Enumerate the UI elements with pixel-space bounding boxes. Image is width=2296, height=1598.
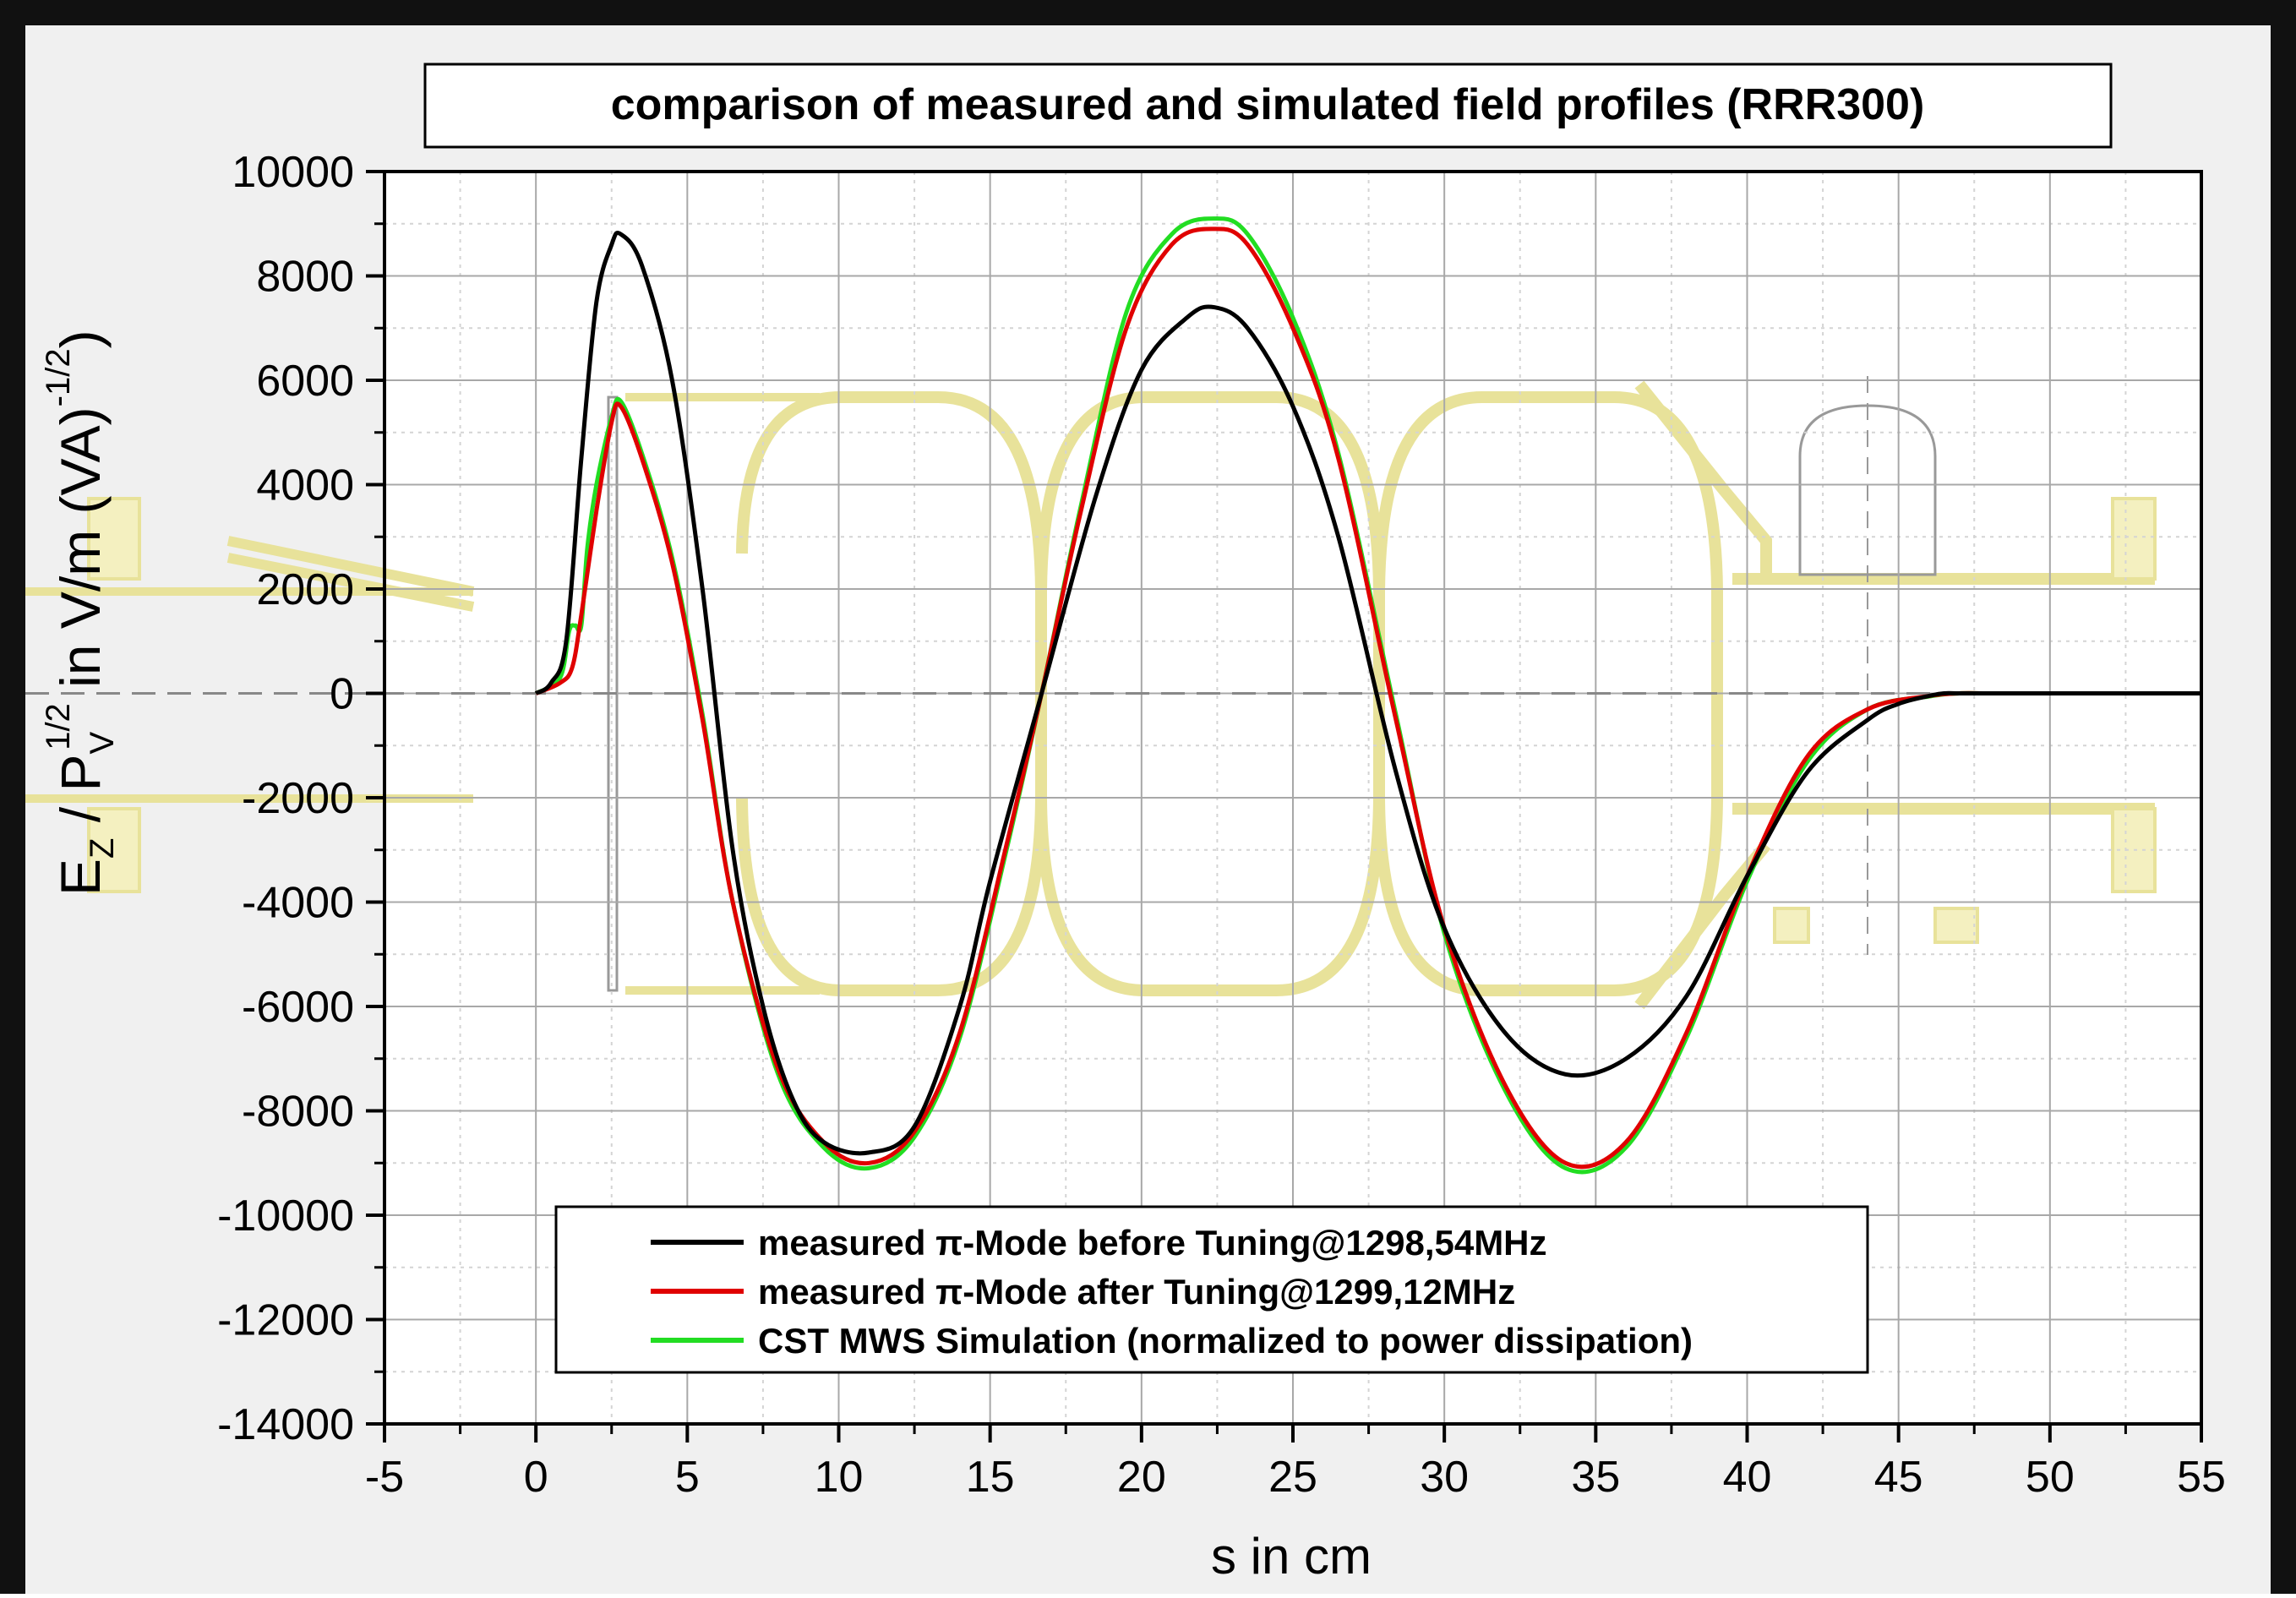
- x-tick-label: 50: [2026, 1453, 2075, 1502]
- cavity-pickup: [1798, 404, 1937, 576]
- cavity-left-flange: [87, 497, 141, 893]
- y-tick-label: 4000: [256, 461, 354, 510]
- y-tick-label: -10000: [217, 1192, 354, 1241]
- legend-label-1: measured π-Mode after Tuning@1299,12MHz: [758, 1272, 1515, 1312]
- x-tick-label: 0: [524, 1453, 548, 1502]
- y-tick-label: 6000: [256, 357, 354, 406]
- y-tick-label: 2000: [256, 565, 354, 614]
- series-line-0: [534, 230, 2201, 1156]
- y-tick-label: 0: [330, 670, 354, 719]
- axis-ticks: [366, 170, 2203, 1443]
- title-box: [423, 63, 2113, 149]
- y-tick-label: -12000: [217, 1296, 354, 1345]
- y-axis-label: EZ / PV1/2 in V/m (VA)-1/2): [40, 330, 121, 896]
- x-tick-label: 55: [2177, 1453, 2226, 1502]
- y-tick-label: -8000: [242, 1088, 354, 1137]
- cavity-flange: [607, 395, 619, 992]
- x-tick-label: 30: [1420, 1453, 1469, 1502]
- y-tick-label: -6000: [242, 983, 354, 1032]
- x-tick-label: 25: [1268, 1453, 1317, 1502]
- cavity-end-tube: [1732, 573, 2155, 815]
- cavity-end-flange: [1773, 907, 1979, 944]
- y-tick-label: -4000: [242, 879, 354, 928]
- y-tick-label: 8000: [256, 253, 354, 302]
- x-tick-label: 45: [1874, 1453, 1923, 1502]
- x-tick-label: 5: [675, 1453, 700, 1502]
- cavity-beam-tube: [625, 393, 820, 995]
- cavity-coupler: [226, 536, 475, 612]
- legend-box: [554, 1205, 1869, 1374]
- cavity-cell-2: [1035, 391, 1385, 996]
- chart-title: comparison of measured and simulated fie…: [611, 80, 1925, 129]
- x-tick-label: 10: [815, 1453, 864, 1502]
- y-tick-label: 10000: [232, 148, 354, 197]
- x-tick-label: 15: [966, 1453, 1015, 1502]
- legend: measured π-Mode before Tuning@1298,54MHz…: [554, 1205, 1869, 1374]
- y-tick-label: -2000: [242, 774, 354, 823]
- legend-label-2: CST MWS Simulation (normalized to power …: [758, 1321, 1693, 1361]
- cavity-cell-3: [1373, 391, 1723, 996]
- x-tick-labels: -5 0 5 10 15 20 25 30 35 40 45 50 55: [365, 1453, 2226, 1502]
- legend-label-0: measured π-Mode before Tuning@1298,54MHz: [758, 1223, 1547, 1263]
- series-layer: [534, 216, 2201, 1175]
- x-axis-label: s in cm: [1211, 1528, 1372, 1584]
- x-tick-label: 40: [1723, 1453, 1772, 1502]
- x-tick-label: 35: [1571, 1453, 1620, 1502]
- y-tick-label: -14000: [217, 1400, 354, 1449]
- y-axis-label-group: EZ / PV1/2 in V/m (VA)-1/2): [40, 330, 121, 896]
- cavity-right-flange: [2111, 497, 2157, 893]
- x-tick-label: -5: [365, 1453, 404, 1502]
- x-tick-label: 20: [1117, 1453, 1166, 1502]
- y-tick-labels: -14000 -12000 -10000 -8000 -6000 -4000 -2000 0 2…: [217, 148, 354, 1449]
